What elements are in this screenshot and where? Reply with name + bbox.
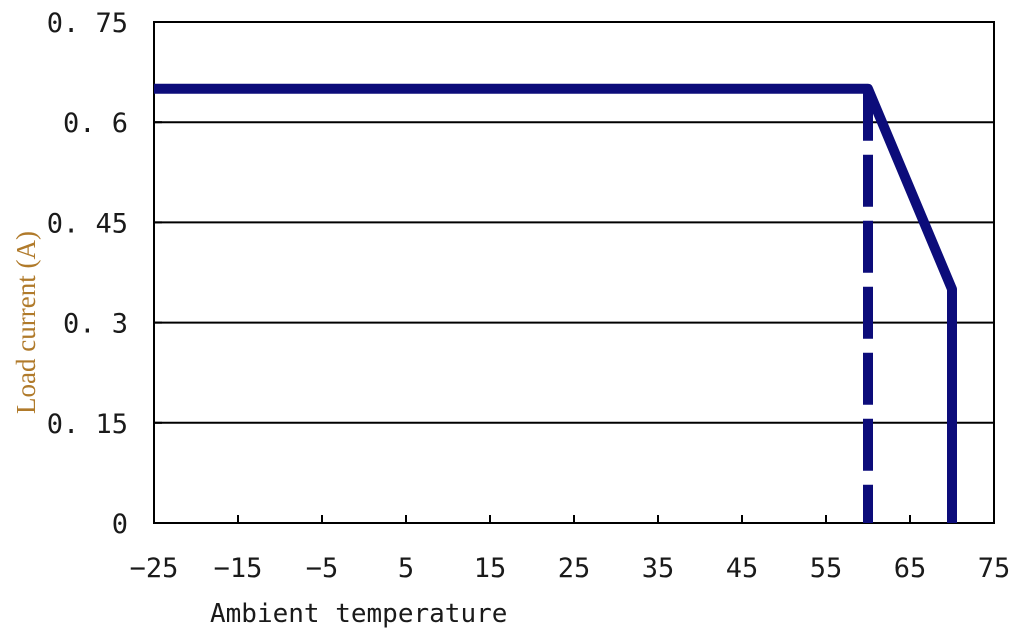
y-tick-labels: 0 0. 15 0. 3 0. 45 0. 6 0. 75 xyxy=(47,8,128,540)
x-tick-label-2: −5 xyxy=(306,553,339,584)
x-tick-label-10: 75 xyxy=(978,553,1011,584)
y-axis-title: Load current (A) xyxy=(11,231,41,414)
y-tick-label-1: 0. 15 xyxy=(47,409,128,440)
y-tick-label-3: 0. 45 xyxy=(47,208,128,239)
x-tick-label-8: 55 xyxy=(810,553,843,584)
x-tick-label-3: 5 xyxy=(398,553,414,584)
y-tick-label-4: 0. 6 xyxy=(63,108,128,139)
x-tick-label-6: 35 xyxy=(642,553,675,584)
x-tick-label-7: 45 xyxy=(726,553,759,584)
y-tick-label-0: 0 xyxy=(112,509,128,540)
x-tick-label-9: 65 xyxy=(894,553,927,584)
x-tick-label-4: 15 xyxy=(474,553,507,584)
x-tick-labels: −25 −15 −5 5 15 25 35 45 55 65 75 xyxy=(130,553,1011,584)
x-axis-title: Ambient temperature xyxy=(210,599,507,629)
y-tick-label-5: 0. 75 xyxy=(47,8,128,39)
series-line-0-solid xyxy=(154,83,957,523)
grid-layer xyxy=(154,121,994,424)
series-layer xyxy=(154,83,957,523)
x-tick-label-1: −15 xyxy=(214,553,263,584)
x-tick-label-0: −25 xyxy=(130,553,179,584)
y-tick-label-2: 0. 3 xyxy=(63,309,128,340)
x-tick-label-5: 25 xyxy=(558,553,591,584)
axis-layer xyxy=(153,21,995,524)
